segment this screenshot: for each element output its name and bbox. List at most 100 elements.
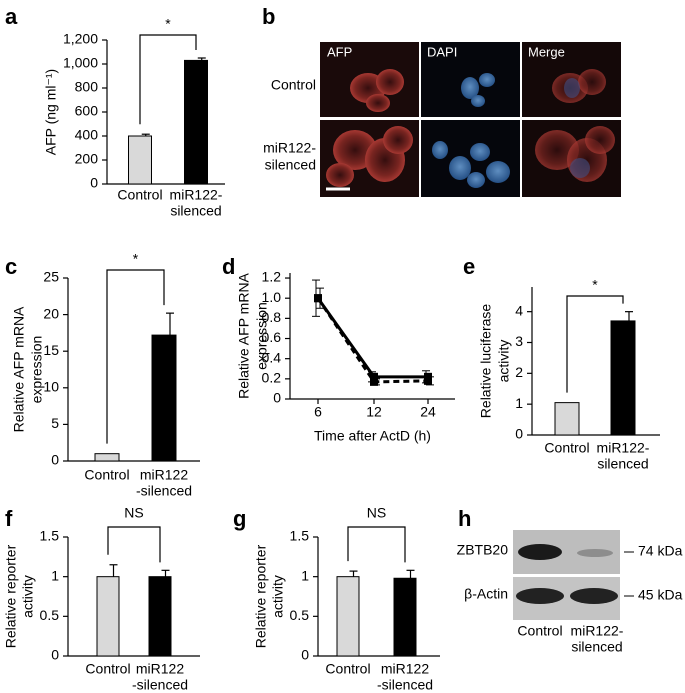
y-axis-label: Relative reporter [253,544,269,648]
y-tick-label: 0.8 [262,309,282,325]
y-tick-label: 800 [75,79,99,95]
marker [370,372,378,381]
y-tick-label: 600 [75,103,99,119]
y-tick-label: 1 [301,567,309,583]
band-label: β-Actin [464,586,508,602]
panel-label: c [5,254,17,279]
x-tick-label: -silenced [377,677,433,693]
y-axis-label: Relative AFP mRNA [11,306,27,432]
x-tick-label: miR122 [136,661,184,677]
panel-label: e [463,254,475,279]
row-label: Control [271,77,316,93]
y-tick-label: 0.4 [262,349,282,365]
x-tick-label: 6 [314,404,322,420]
panel-label: h [458,506,471,531]
y-axis-label: activity [270,575,286,618]
y-tick-label: 1 [51,567,59,583]
panel-label: g [233,506,246,531]
column-label: AFP [327,44,352,59]
bar [393,577,417,657]
panel-h: h ZBTB20 β-Actin 74 kDa 45 kDa Control m… [457,506,683,655]
x-tick-label: miR122- [597,440,650,456]
y-tick-label: 0.5 [290,607,310,623]
significance-bracket [139,34,197,125]
panel-label: d [222,254,235,279]
size-label: 45 kDa [638,587,683,603]
x-tick-label: silenced [170,203,221,219]
bar [148,576,172,657]
x-tick-label: 12 [366,404,382,420]
y-tick-label: 0 [90,175,98,191]
y-tick-label: 0.5 [40,607,60,623]
y-tick-label: 0 [51,647,59,663]
y-tick-label: 0.6 [262,329,282,345]
y-tick-label: 1.0 [262,289,282,305]
band [518,544,562,560]
x-tick-label: miR122 [140,467,188,483]
y-tick-label: 4 [515,302,523,318]
y-tick-label: 0 [515,426,523,442]
y-axis-label: Relative AFP mRNA [236,272,252,398]
bar [610,320,636,436]
marker [370,377,378,386]
lane-label: Control [517,623,562,639]
marker [424,376,432,385]
x-tick-label: silenced [597,456,648,472]
y-tick-label: 0 [273,390,281,406]
y-tick-label: 200 [75,151,99,167]
bar [151,334,177,462]
x-tick-label: Control [544,440,589,456]
y-axis-label: AFP (ng ml⁻¹) [43,69,59,155]
series-line [316,297,428,379]
x-tick-label: miR122- [170,187,223,203]
cells [326,69,615,188]
band [570,588,618,604]
lane-label: silenced [571,639,622,655]
band [516,588,564,604]
lane-label: miR122- [571,623,624,639]
bar [336,576,360,657]
y-tick-label: 20 [43,305,59,321]
y-axis-label: Relative reporter [3,544,19,648]
significance-label: * [592,277,598,293]
x-tick-label: Control [85,661,130,677]
bar [96,576,120,657]
bar [184,59,208,185]
y-tick-label: 10 [43,379,59,395]
x-tick-label: -silenced [132,677,188,693]
x-tick-label: Control [117,187,162,203]
size-label: 74 kDa [638,543,683,559]
y-tick-label: 1.5 [290,528,310,544]
x-tick-label: -silenced [136,483,192,499]
bar [554,402,580,436]
significance-label: NS [367,505,386,521]
row-label: miR122- [263,140,316,156]
y-tick-label: 0 [301,647,309,663]
y-tick-label: 400 [75,127,99,143]
series-line [316,297,429,384]
y-tick-label: 25 [43,269,59,285]
x-axis-label: Time after ActD (h) [314,428,431,444]
x-tick-label: Control [84,467,129,483]
y-axis-label: expression [254,302,270,370]
panel-label: a [5,4,18,29]
x-tick-label: Control [325,661,370,677]
x-tick-label: miR122 [381,661,429,677]
y-tick-label: 15 [43,342,59,358]
panel-label: f [5,506,13,531]
y-axis-label: activity [20,575,36,618]
column-label: Merge [528,44,565,59]
band [577,549,613,557]
band-label: ZBTB20 [457,542,509,558]
panel-b: b AFP DAPI Merge Control miR122- silence… [262,4,621,197]
y-axis-label: Relative luciferase [478,304,494,419]
y-tick-label: 2 [515,364,523,380]
column-label: DAPI [427,44,457,59]
y-tick-label: 3 [515,333,523,349]
significance-bracket [347,526,406,563]
significance-label: * [133,251,139,267]
y-axis-label: activity [496,340,512,383]
significance-label: NS [124,505,143,521]
marker [314,294,322,303]
